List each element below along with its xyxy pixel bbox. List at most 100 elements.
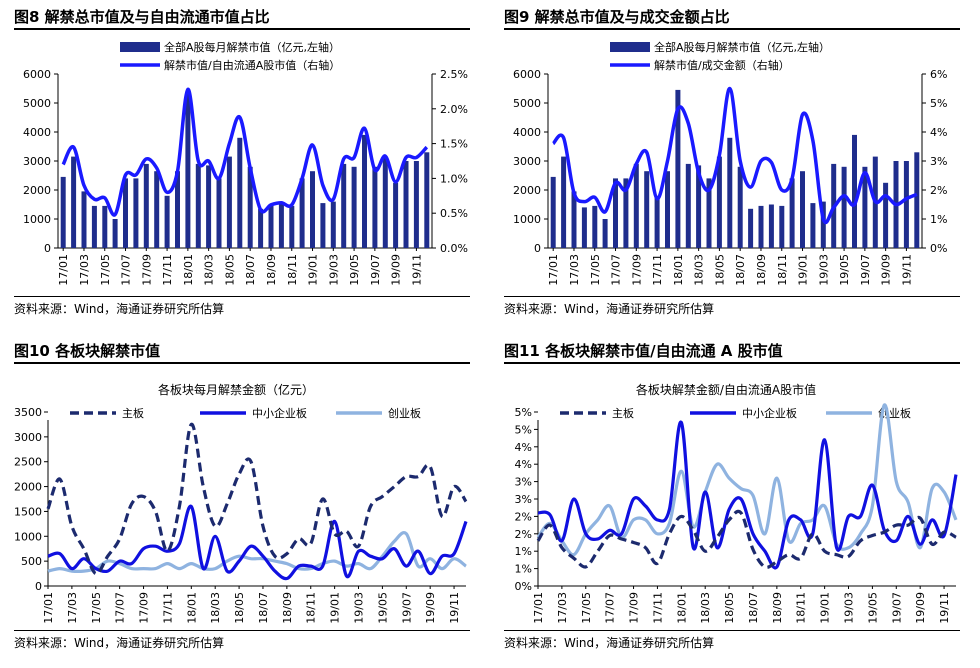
y-right-tick-label: 3% (930, 155, 947, 168)
x-tick-label: 18/01 (182, 254, 195, 286)
bar (602, 219, 608, 248)
x-tick-label: 19/05 (348, 254, 361, 286)
bar (571, 191, 577, 248)
bar (393, 182, 399, 249)
x-tick-label: 19/03 (353, 592, 366, 624)
bar (102, 205, 108, 248)
bar (581, 207, 587, 248)
x-tick-label: 17/11 (161, 592, 174, 624)
series-line (46, 422, 468, 576)
y-left-tick-label: 4000 (23, 126, 51, 139)
bar (841, 166, 847, 248)
x-tick-label: 19/05 (376, 592, 389, 624)
x-tick-label: 17/05 (589, 254, 602, 286)
y-left-tick-label: 2000 (23, 184, 51, 197)
x-tick-label: 18/09 (755, 254, 768, 286)
x-tick-label: 19/01 (329, 592, 342, 624)
x-tick-label: 19/03 (817, 254, 830, 286)
bar (237, 137, 243, 248)
x-tick-label: 19/07 (890, 592, 903, 624)
bar (164, 195, 170, 248)
y-tick-label: 4% (515, 458, 532, 471)
y-left-tick-label: 6000 (23, 68, 51, 81)
bar (727, 137, 733, 248)
y-tick-label: 3000 (14, 431, 42, 444)
x-tick-label: 17/09 (138, 592, 151, 624)
bar (685, 163, 691, 248)
legend-bar-swatch (610, 42, 650, 52)
source-note: 资料来源：Wind，海通证券研究所估算 (504, 630, 960, 655)
bar (789, 178, 795, 248)
bar (185, 91, 191, 249)
x-tick-label: 17/01 (42, 592, 55, 624)
x-tick-label: 18/07 (734, 254, 747, 286)
chart-title: 各板块每月解禁金额（亿元） (158, 382, 314, 397)
bar (592, 205, 598, 248)
x-tick-label: 19/07 (859, 254, 872, 286)
x-tick-label: 18/07 (244, 254, 257, 286)
bar (320, 203, 326, 248)
y-left-tick-label: 6000 (513, 68, 541, 81)
bar (883, 182, 889, 249)
bar (226, 156, 232, 248)
x-tick-label: 17/11 (161, 254, 174, 286)
y-tick-label: 2500 (14, 456, 42, 469)
x-tick-label: 19/09 (424, 592, 437, 624)
chart-figure-8: 全部A股每月解禁市值（亿元,左轴） 解禁市值/自由流通A股市值（右轴） 0 1000 2… (23, 40, 468, 286)
x-tick-label: 19/01 (797, 254, 810, 286)
y-tick-label: 1000 (14, 530, 42, 543)
bar (81, 191, 87, 248)
bar (133, 178, 139, 248)
y-tick-label: 3500 (14, 406, 42, 419)
x-tick-label: 18/09 (265, 254, 278, 286)
bar (800, 171, 805, 248)
x-tick-label: 18/03 (693, 254, 706, 286)
figure-title: 图9 解禁总市值及与成交金额占比 (504, 6, 960, 30)
x-tick-label: 19/09 (914, 592, 927, 624)
legend-label: 中小企业板 (252, 406, 307, 420)
y-left-tick-label: 4000 (513, 126, 541, 139)
y-tick-label: 5% (515, 423, 532, 436)
bar (382, 156, 388, 248)
legend-label: 中小企业板 (742, 406, 797, 420)
bar (644, 171, 650, 248)
x-tick-label: 18/11 (305, 592, 318, 624)
chart-title: 各板块解禁金额/自由流通A股市值 (636, 382, 816, 397)
bar (852, 134, 857, 248)
x-tick-label: 18/11 (286, 254, 299, 286)
y-right-tick-label: 1% (930, 213, 947, 226)
bar (91, 205, 97, 248)
figure-9-panel: 图9 解禁总市值及与成交金额占比 全部A股每月解禁市值（亿元,左轴） 解禁市值/成… (490, 0, 960, 334)
x-tick-label: 17/07 (604, 592, 617, 624)
bar (71, 156, 77, 248)
series-line (537, 420, 958, 570)
bar (154, 171, 160, 248)
x-tick-label: 19/11 (448, 592, 461, 624)
x-tick-label: 18/09 (771, 592, 784, 624)
x-tick-label: 18/07 (257, 592, 270, 624)
bar (633, 163, 639, 248)
bar (623, 178, 629, 248)
y-left-tick-label: 5000 (513, 97, 541, 110)
bar (299, 178, 305, 248)
x-tick-label: 18/05 (223, 254, 236, 286)
bar (258, 208, 264, 248)
y-right-tick-label: 0.5% (440, 207, 468, 220)
bar (820, 201, 826, 248)
bar (60, 176, 66, 248)
x-tick-label: 18/03 (209, 592, 222, 624)
y-left-tick-label: 0 (534, 242, 541, 255)
bar (779, 205, 785, 248)
source-note: 资料来源：Wind，海通证券研究所估算 (14, 630, 470, 655)
y-tick-label: 5% (515, 406, 532, 419)
figure-title: 图10 各板块解禁市值 (14, 340, 470, 364)
figure-10-panel: 图10 各板块解禁市值 各板块每月解禁金额（亿元） 主板 中小企业板 创业板 0 500 1… (0, 334, 470, 668)
x-tick-label: 17/03 (568, 254, 581, 286)
bar (914, 152, 920, 248)
bar (748, 208, 754, 248)
legend-bar-swatch (120, 42, 160, 52)
bar (403, 161, 409, 248)
x-tick-label: 17/05 (99, 254, 112, 286)
x-tick-label: 18/01 (675, 592, 688, 624)
